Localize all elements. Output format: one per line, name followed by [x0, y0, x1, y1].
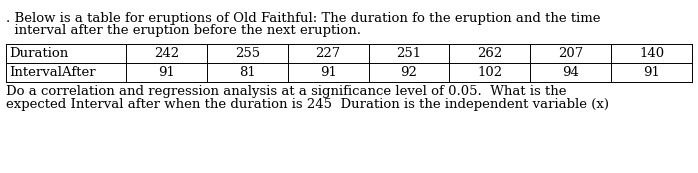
Text: Do a correlation and regression analysis at a significance level of 0.05.  What : Do a correlation and regression analysis… — [6, 85, 567, 98]
Text: 140: 140 — [639, 47, 664, 60]
Text: 102: 102 — [477, 66, 503, 79]
Text: 242: 242 — [154, 47, 179, 60]
Text: 81: 81 — [239, 66, 255, 79]
Text: 91: 91 — [158, 66, 175, 79]
Text: 262: 262 — [477, 47, 503, 60]
Text: 94: 94 — [563, 66, 579, 79]
Text: interval after the eruption before the next eruption.: interval after the eruption before the n… — [6, 24, 361, 37]
Text: 207: 207 — [558, 47, 584, 60]
Text: 92: 92 — [401, 66, 417, 79]
Text: expected Interval after when the duration is 245  Duration is the independent va: expected Interval after when the duratio… — [6, 98, 609, 111]
Text: . Below is a table for eruptions of Old Faithful: The duration fo the eruption a: . Below is a table for eruptions of Old … — [6, 12, 600, 25]
Text: IntervalAfter: IntervalAfter — [9, 66, 96, 79]
Text: 91: 91 — [320, 66, 336, 79]
Text: 251: 251 — [396, 47, 422, 60]
Text: 227: 227 — [315, 47, 341, 60]
Text: Duration: Duration — [9, 47, 68, 60]
Text: 91: 91 — [643, 66, 660, 79]
Text: 255: 255 — [235, 47, 260, 60]
